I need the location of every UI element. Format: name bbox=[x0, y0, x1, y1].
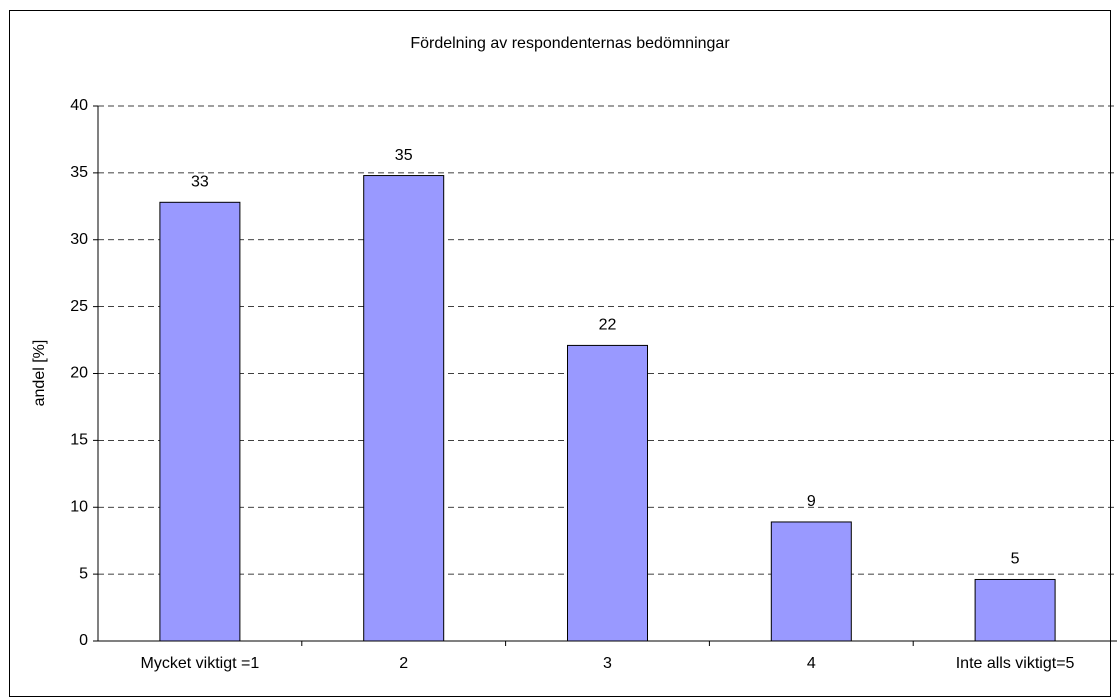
bar bbox=[567, 344, 648, 642]
y-tick-label: 10 bbox=[70, 498, 88, 515]
y-tick-label: 0 bbox=[79, 632, 88, 649]
x-tick-label: Inte alls viktigt=5 bbox=[956, 655, 1075, 672]
y-tick-label: 30 bbox=[70, 231, 88, 248]
y-tick-label: 15 bbox=[70, 432, 88, 449]
x-tick-label: 4 bbox=[807, 655, 816, 672]
y-tick-label: 20 bbox=[70, 365, 88, 382]
y-axis-label: andel [%] bbox=[31, 340, 48, 407]
y-tick-label: 40 bbox=[70, 97, 88, 114]
chart-title: Fördelning av respondenternas bedömninga… bbox=[410, 35, 730, 52]
data-label: 35 bbox=[395, 147, 413, 164]
data-label: 9 bbox=[807, 493, 816, 510]
x-tick-label: 3 bbox=[603, 655, 612, 672]
bar bbox=[770, 521, 852, 642]
bar bbox=[159, 201, 241, 642]
bar bbox=[974, 578, 1056, 642]
bar bbox=[363, 175, 445, 642]
x-tick-label: 2 bbox=[399, 655, 408, 672]
data-label: 5 bbox=[1011, 551, 1020, 568]
x-tick-label: Mycket viktigt =1 bbox=[141, 655, 260, 672]
data-label: 22 bbox=[599, 317, 617, 334]
y-tick-label: 35 bbox=[70, 164, 88, 181]
y-tick-label: 25 bbox=[70, 298, 88, 315]
data-label: 33 bbox=[191, 174, 209, 191]
y-tick-label: 5 bbox=[79, 565, 88, 582]
